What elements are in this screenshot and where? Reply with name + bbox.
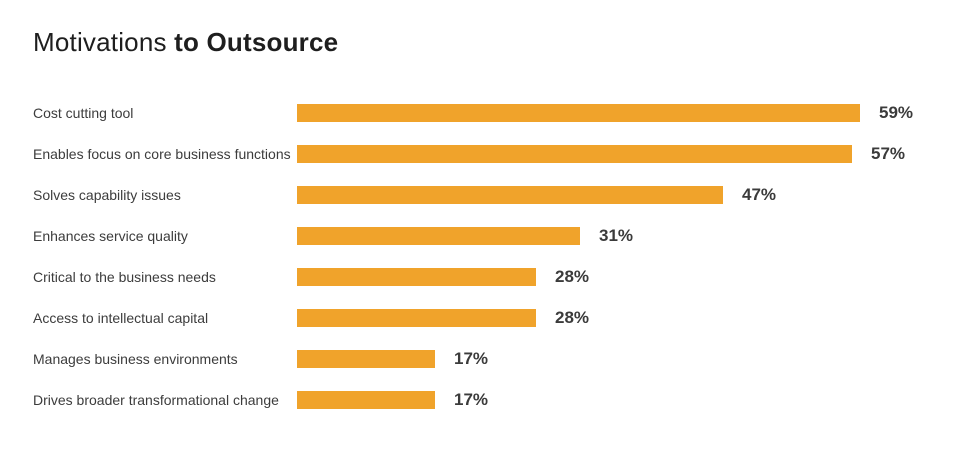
bar bbox=[297, 390, 435, 409]
value-label: 17% bbox=[454, 348, 489, 368]
bar-area: 59% bbox=[297, 103, 913, 123]
bar bbox=[297, 226, 580, 245]
chart-title-regular: Motivations bbox=[33, 27, 175, 57]
bar-area: 28% bbox=[297, 308, 589, 328]
bar-area: 28% bbox=[297, 267, 589, 287]
bar-area: 57% bbox=[297, 144, 905, 164]
chart-title: Motivations to Outsource bbox=[33, 27, 338, 58]
bar bbox=[297, 144, 852, 163]
value-label: 28% bbox=[555, 266, 590, 286]
bar-area: 47% bbox=[297, 185, 776, 205]
bar-row: Manages business environments 17% bbox=[0, 338, 976, 379]
bar-area: 17% bbox=[297, 349, 488, 369]
category-label: Critical to the business needs bbox=[33, 268, 216, 285]
bar-row: Drives broader transformational change 17… bbox=[0, 379, 976, 420]
category-label: Manages business environments bbox=[33, 350, 238, 367]
bar-row: Critical to the business needs 28% bbox=[0, 256, 976, 297]
bar bbox=[297, 267, 536, 286]
chart-title-bold: to Outsource bbox=[174, 27, 339, 57]
value-label: 17% bbox=[454, 389, 489, 409]
bar bbox=[297, 103, 860, 122]
category-label: Access to intellectual capital bbox=[33, 309, 209, 326]
value-label: 57% bbox=[871, 143, 906, 163]
bar-row: Access to intellectual capital 28% bbox=[0, 297, 976, 338]
bar bbox=[297, 308, 536, 327]
value-label: 47% bbox=[742, 184, 777, 204]
bar-row: Enables focus on core business functions… bbox=[0, 133, 976, 174]
bar-area: 31% bbox=[297, 226, 633, 246]
value-label: 28% bbox=[555, 307, 590, 327]
category-label: Drives broader transformational change bbox=[33, 391, 279, 408]
bar-area: 17% bbox=[297, 390, 488, 410]
bar bbox=[297, 349, 435, 368]
bar-row: Enhances service quality 31% bbox=[0, 215, 976, 256]
category-label: Enables focus on core business functions bbox=[33, 145, 291, 162]
category-label: Solves capability issues bbox=[33, 186, 181, 203]
value-label: 31% bbox=[599, 225, 634, 245]
value-label: 59% bbox=[879, 102, 914, 122]
bar bbox=[297, 185, 723, 204]
bar-rows: Cost cutting tool 59% Enables focus on cor… bbox=[0, 92, 976, 420]
bar-row: Cost cutting tool 59% bbox=[0, 92, 976, 133]
category-label: Cost cutting tool bbox=[33, 104, 134, 121]
bar-row: Solves capability issues 47% bbox=[0, 174, 976, 215]
category-label: Enhances service quality bbox=[33, 227, 188, 244]
